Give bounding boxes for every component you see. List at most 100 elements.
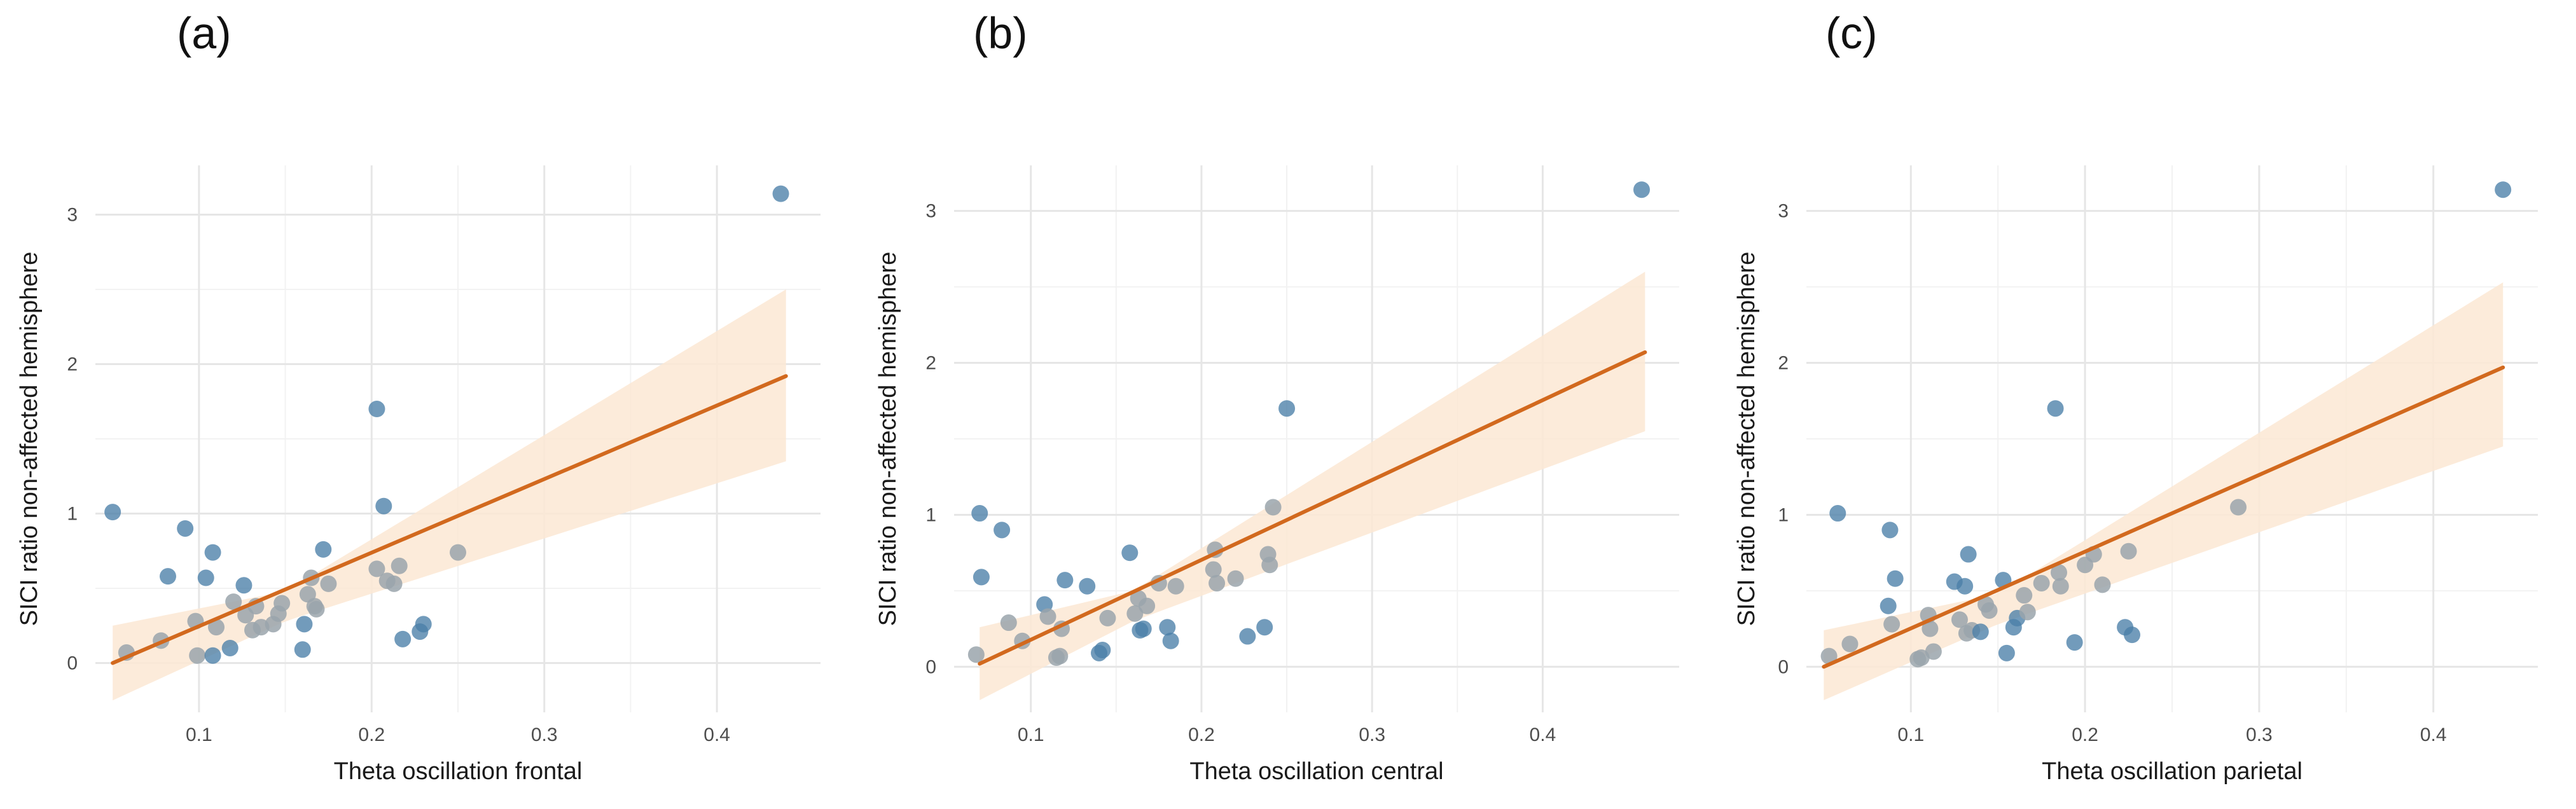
data-point — [1633, 181, 1650, 198]
regression-line — [111, 374, 788, 665]
data-point — [2066, 634, 2083, 651]
y-tick-label: 3 — [925, 201, 936, 222]
data-point — [1126, 605, 1144, 622]
data-point — [2094, 576, 2111, 593]
data-point — [994, 522, 1011, 539]
data-point — [415, 616, 432, 633]
data-point — [1881, 522, 1899, 539]
data-point — [1264, 499, 1282, 516]
panel-b: (b) 0.1 0.2 0.3 0.4 0 1 2 3 Theta oscillation ce… — [859, 0, 1717, 809]
data-point — [2120, 543, 2137, 560]
x-tick-label: 0.2 — [1188, 724, 1215, 745]
data-point — [2495, 181, 2512, 198]
data-point — [1121, 544, 1139, 562]
data-point — [1000, 614, 1017, 632]
data-point — [274, 595, 291, 612]
y-tick-label: 1 — [1778, 504, 1789, 525]
x-axis-title: Theta oscillation parietal — [2042, 758, 2302, 785]
data-point — [1887, 570, 1904, 587]
data-point — [1099, 609, 1116, 626]
panel-a-label: (a) — [177, 8, 232, 58]
data-point — [971, 505, 988, 522]
data-point — [1972, 623, 1989, 640]
x-tick-label: 0.3 — [531, 724, 558, 745]
data-point — [197, 569, 214, 586]
data-point — [2124, 626, 2141, 644]
x-axis-title: Theta oscillation central — [1189, 758, 1443, 785]
panel-a: (a) 0.1 0.2 0.3 0.4 0 1 2 3 Theta oscillation fr… — [0, 0, 859, 809]
y-tick-label: 2 — [67, 354, 78, 375]
y-axis-title: SICI ratio non-affected hemisphere — [875, 252, 901, 626]
y-tick-label: 0 — [1778, 656, 1789, 677]
panel-b-label: (b) — [973, 8, 1028, 58]
data-point — [368, 401, 385, 418]
data-point — [1960, 546, 1977, 563]
x-tick-label: 0.1 — [1018, 724, 1044, 745]
data-point — [189, 647, 206, 664]
y-tick-label: 3 — [67, 205, 78, 226]
data-point — [235, 577, 253, 594]
data-point — [385, 575, 403, 592]
confidence-band — [113, 289, 786, 701]
x-tick-label: 0.3 — [2246, 724, 2273, 745]
data-point — [1883, 616, 1901, 633]
data-point — [1205, 561, 1222, 578]
data-point — [294, 641, 311, 658]
data-point — [1913, 649, 1930, 666]
data-point — [375, 497, 392, 515]
data-point — [1227, 570, 1244, 587]
data-point — [204, 544, 221, 561]
confidence-band — [980, 272, 1645, 700]
data-point — [1208, 574, 1226, 591]
data-point — [1051, 647, 1069, 665]
x-tick-label: 0.2 — [2072, 724, 2098, 745]
data-point — [450, 544, 466, 561]
confidence-band — [1824, 282, 2503, 700]
chart-c: 0.1 0.2 0.3 0.4 0 1 2 3 Theta oscillation pariet… — [1733, 165, 2538, 785]
x-tick-label: 0.4 — [2420, 724, 2447, 745]
regression-line — [978, 350, 1647, 666]
chart-a: 0.1 0.2 0.3 0.4 0 1 2 3 Theta oscillation fronta… — [16, 165, 821, 785]
regression-line — [1822, 365, 2505, 669]
data-point — [368, 560, 385, 577]
x-axis-title: Theta oscillation frontal — [334, 758, 583, 785]
data-point — [1159, 619, 1176, 636]
data-point — [299, 586, 316, 603]
data-point — [2019, 604, 2036, 621]
data-point — [1820, 647, 1838, 665]
y-tick-label: 1 — [925, 504, 936, 525]
data-point — [1135, 620, 1152, 637]
data-point — [391, 557, 408, 574]
data-point — [1139, 597, 1156, 614]
data-point — [394, 630, 412, 647]
panel-c: (c) 0.1 0.2 0.3 0.4 0 1 2 3 Theta oscillation pa… — [1717, 0, 2576, 809]
data-point — [160, 568, 176, 585]
data-point — [2051, 564, 2068, 581]
data-point — [208, 619, 225, 636]
x-tick-label: 0.1 — [1897, 724, 1924, 745]
y-tick-label: 0 — [925, 656, 936, 677]
data-point — [177, 520, 194, 537]
y-axis-title: SICI ratio non-affected hemisphere — [16, 252, 43, 626]
data-point — [1094, 642, 1111, 659]
data-point — [1239, 628, 1256, 645]
data-point — [2047, 400, 2064, 417]
data-point — [1167, 577, 1184, 595]
data-point — [1925, 643, 1942, 660]
data-point — [1956, 577, 1974, 595]
data-point — [296, 616, 313, 633]
data-point — [1056, 572, 1074, 589]
y-tick-label: 1 — [67, 503, 78, 524]
data-point — [1829, 505, 1846, 522]
data-point — [1162, 632, 1179, 649]
chart-b: 0.1 0.2 0.3 0.4 0 1 2 3 Theta oscillation centra… — [875, 165, 1679, 785]
data-point — [1261, 557, 1278, 574]
data-point — [1841, 635, 1859, 653]
data-point — [2052, 577, 2069, 595]
data-point — [2033, 574, 2050, 591]
data-point — [221, 639, 239, 656]
x-tick-label: 0.3 — [1359, 724, 1385, 745]
data-point — [2016, 587, 2033, 604]
x-tick-label: 0.2 — [358, 724, 385, 745]
data-point — [1951, 611, 1968, 628]
